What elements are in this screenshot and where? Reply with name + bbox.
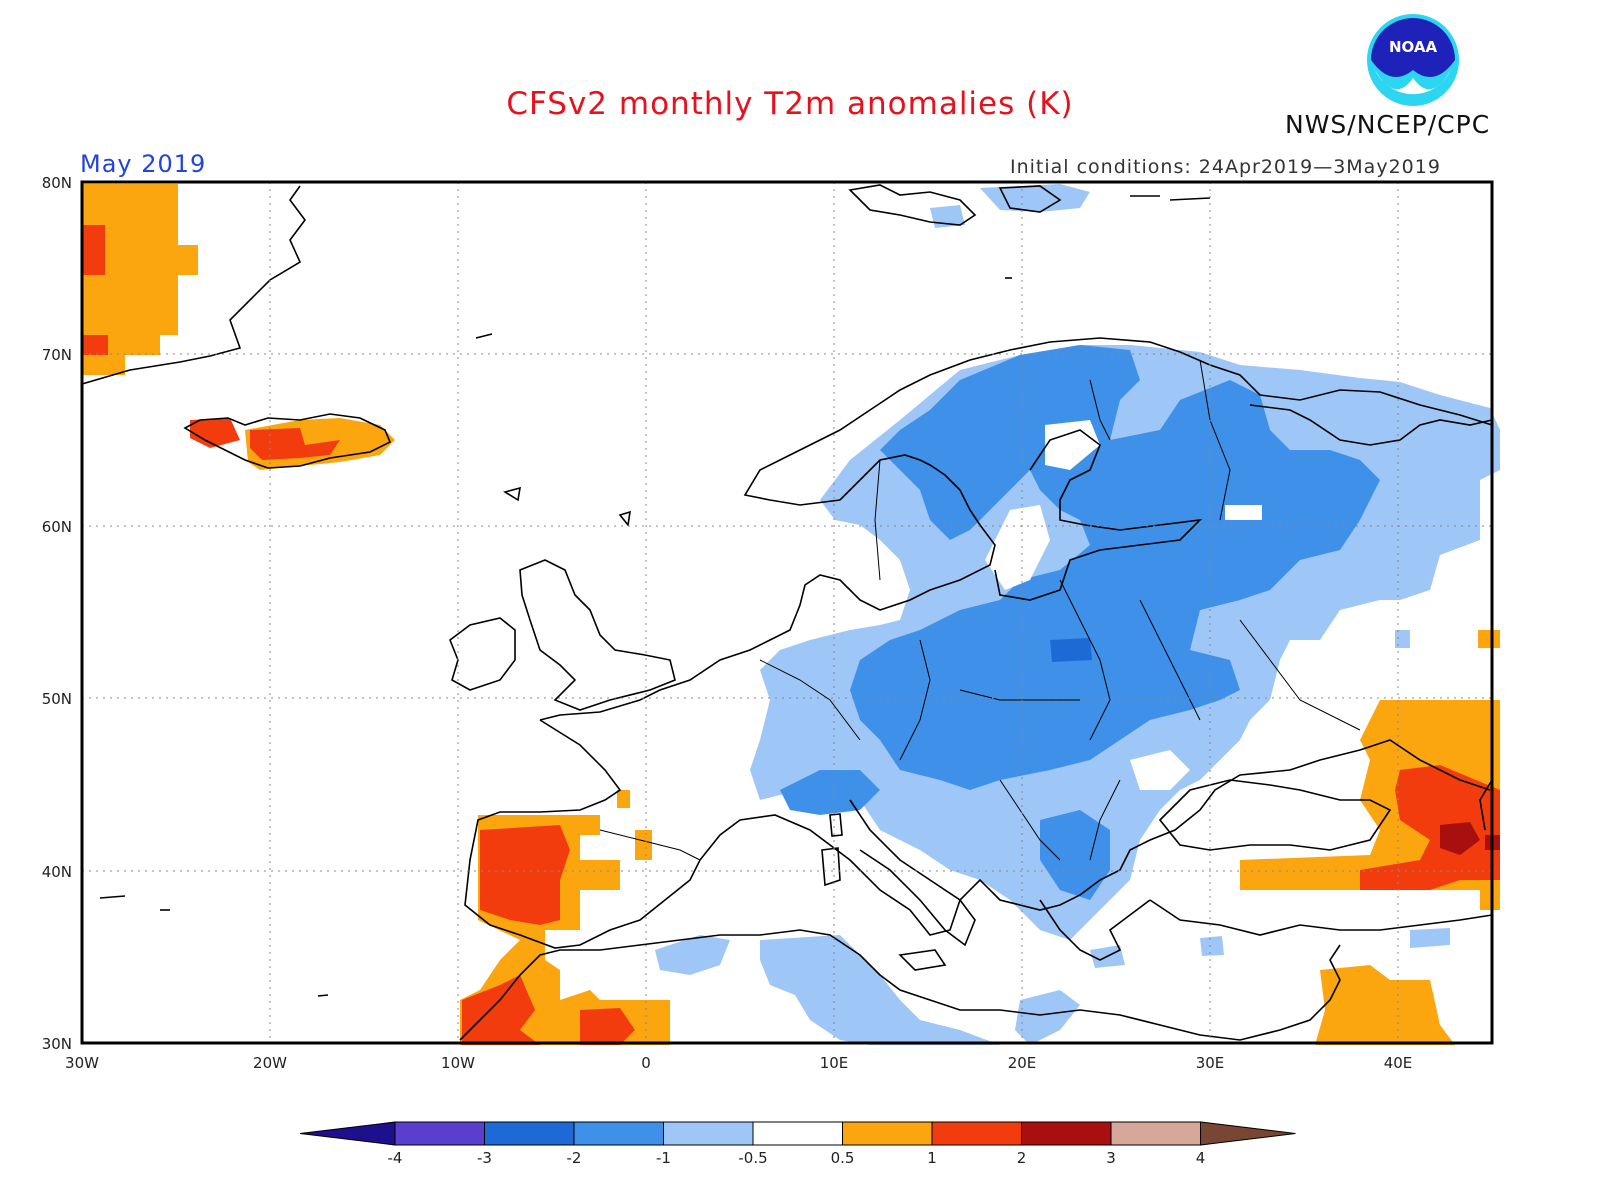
colorbar-segment — [1021, 1121, 1112, 1146]
lat-label: 80N — [42, 174, 72, 192]
lon-label: 40E — [1384, 1054, 1413, 1072]
colorbar-lower-extension — [299, 1121, 396, 1146]
color-bar-legend: -4 -3 -2 -1 -0.5 0.5 1 2 3 4 — [299, 1121, 1296, 1167]
colorbar-segment — [573, 1121, 664, 1146]
country-borders — [599, 359, 1361, 861]
lon-label: 20W — [253, 1054, 287, 1072]
medium-blue-region — [780, 345, 1380, 900]
lon-label: 10W — [441, 1054, 475, 1072]
lat-label: 30N — [42, 1035, 72, 1053]
agency-label: NWS/NCEP/CPC — [1285, 110, 1491, 139]
lat-label: 40N — [42, 863, 72, 881]
lat-label: 50N — [42, 690, 72, 708]
colorbar-segment — [1110, 1121, 1201, 1146]
lon-label: 30E — [1196, 1054, 1225, 1072]
anomaly-shading — [82, 184, 1500, 1045]
colorbar-tick-label: -2 — [567, 1149, 582, 1167]
dark-red-region — [1440, 822, 1500, 855]
colorbar-tick-label: 2 — [1017, 1149, 1027, 1167]
lon-label: 20E — [1008, 1054, 1037, 1072]
colorbar-tick-label: 4 — [1196, 1149, 1206, 1167]
colorbar-segment — [752, 1121, 843, 1146]
latitude-labels: 80N 70N 60N 50N 40N 30N — [42, 174, 72, 1053]
longitude-labels: 30W 20W 10W 0 10E 20E 30E 40E — [65, 1054, 1412, 1072]
colorbar-tick-label: -3 — [477, 1149, 492, 1167]
forecast-month: May 2019 — [80, 150, 207, 178]
colorbar-upper-extension — [1200, 1121, 1296, 1146]
lat-label: 70N — [42, 346, 72, 364]
lon-label: 0 — [641, 1054, 651, 1072]
map-title: CFSv2 monthly T2m anomalies (K) — [506, 86, 1074, 122]
lon-label: 10E — [820, 1054, 849, 1072]
colorbar-segment — [842, 1121, 933, 1146]
map-frame — [80, 180, 1494, 1045]
colorbar-segment — [484, 1121, 575, 1146]
colorbar-tick-label: -1 — [656, 1149, 671, 1167]
colorbar-tick-label: -0.5 — [738, 1149, 767, 1167]
lat-label: 60N — [42, 518, 72, 536]
colorbar-tick-label: -4 — [388, 1149, 403, 1167]
noaa-logo: NOAA — [1367, 14, 1459, 106]
colorbar-segment — [663, 1121, 754, 1146]
initial-conditions: Initial conditions: 24Apr2019—3May2019 — [1010, 156, 1441, 178]
colorbar-segment — [394, 1121, 485, 1146]
colorbar-tick-label: 3 — [1106, 1149, 1116, 1167]
lon-label: 30W — [65, 1054, 99, 1072]
noaa-logo-text: NOAA — [1389, 38, 1438, 56]
red-region — [82, 225, 1500, 1045]
neutral-holes — [985, 420, 1262, 790]
colorbar-tick-label: 0.5 — [831, 1149, 855, 1167]
colorbar-segment — [931, 1121, 1022, 1146]
coastlines — [81, 184, 1493, 1041]
colorbar-tick-label: 1 — [927, 1149, 937, 1167]
